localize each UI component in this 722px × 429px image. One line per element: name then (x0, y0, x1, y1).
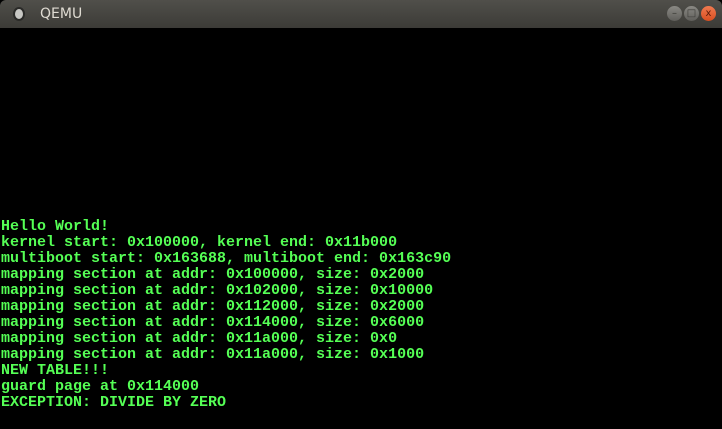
console-line: mapping section at addr: 0x114000, size:… (1, 314, 425, 331)
title-bar[interactable]: QEMU – □ x (0, 0, 722, 28)
console-output: Hello World! kernel start: 0x100000, ker… (1, 219, 722, 411)
close-icon[interactable]: x (701, 6, 716, 21)
window-controls: – □ x (667, 6, 716, 21)
maximize-icon[interactable]: □ (684, 6, 699, 21)
console-line: multiboot start: 0x163688, multiboot end… (1, 250, 452, 267)
console-line: mapping section at addr: 0x100000, size:… (1, 266, 425, 283)
console-line: mapping section at addr: 0x112000, size:… (1, 298, 425, 315)
console-line: Hello World! (1, 218, 110, 235)
console-line: mapping section at addr: 0x11a000, size:… (1, 330, 398, 347)
console-line: kernel start: 0x100000, kernel end: 0x11… (1, 234, 398, 251)
console-line: mapping section at addr: 0x102000, size:… (1, 282, 434, 299)
console-line: NEW TABLE!!! (1, 362, 110, 379)
console-line: EXCEPTION: DIVIDE BY ZERO (1, 394, 227, 411)
window-title: QEMU (40, 6, 83, 22)
qemu-app-icon (15, 9, 23, 19)
minimize-icon[interactable]: – (667, 6, 682, 21)
console-line: guard page at 0x114000 (1, 378, 200, 395)
vm-display[interactable]: Hello World! kernel start: 0x100000, ker… (0, 28, 722, 429)
console-line: mapping section at addr: 0x11a000, size:… (1, 346, 425, 363)
